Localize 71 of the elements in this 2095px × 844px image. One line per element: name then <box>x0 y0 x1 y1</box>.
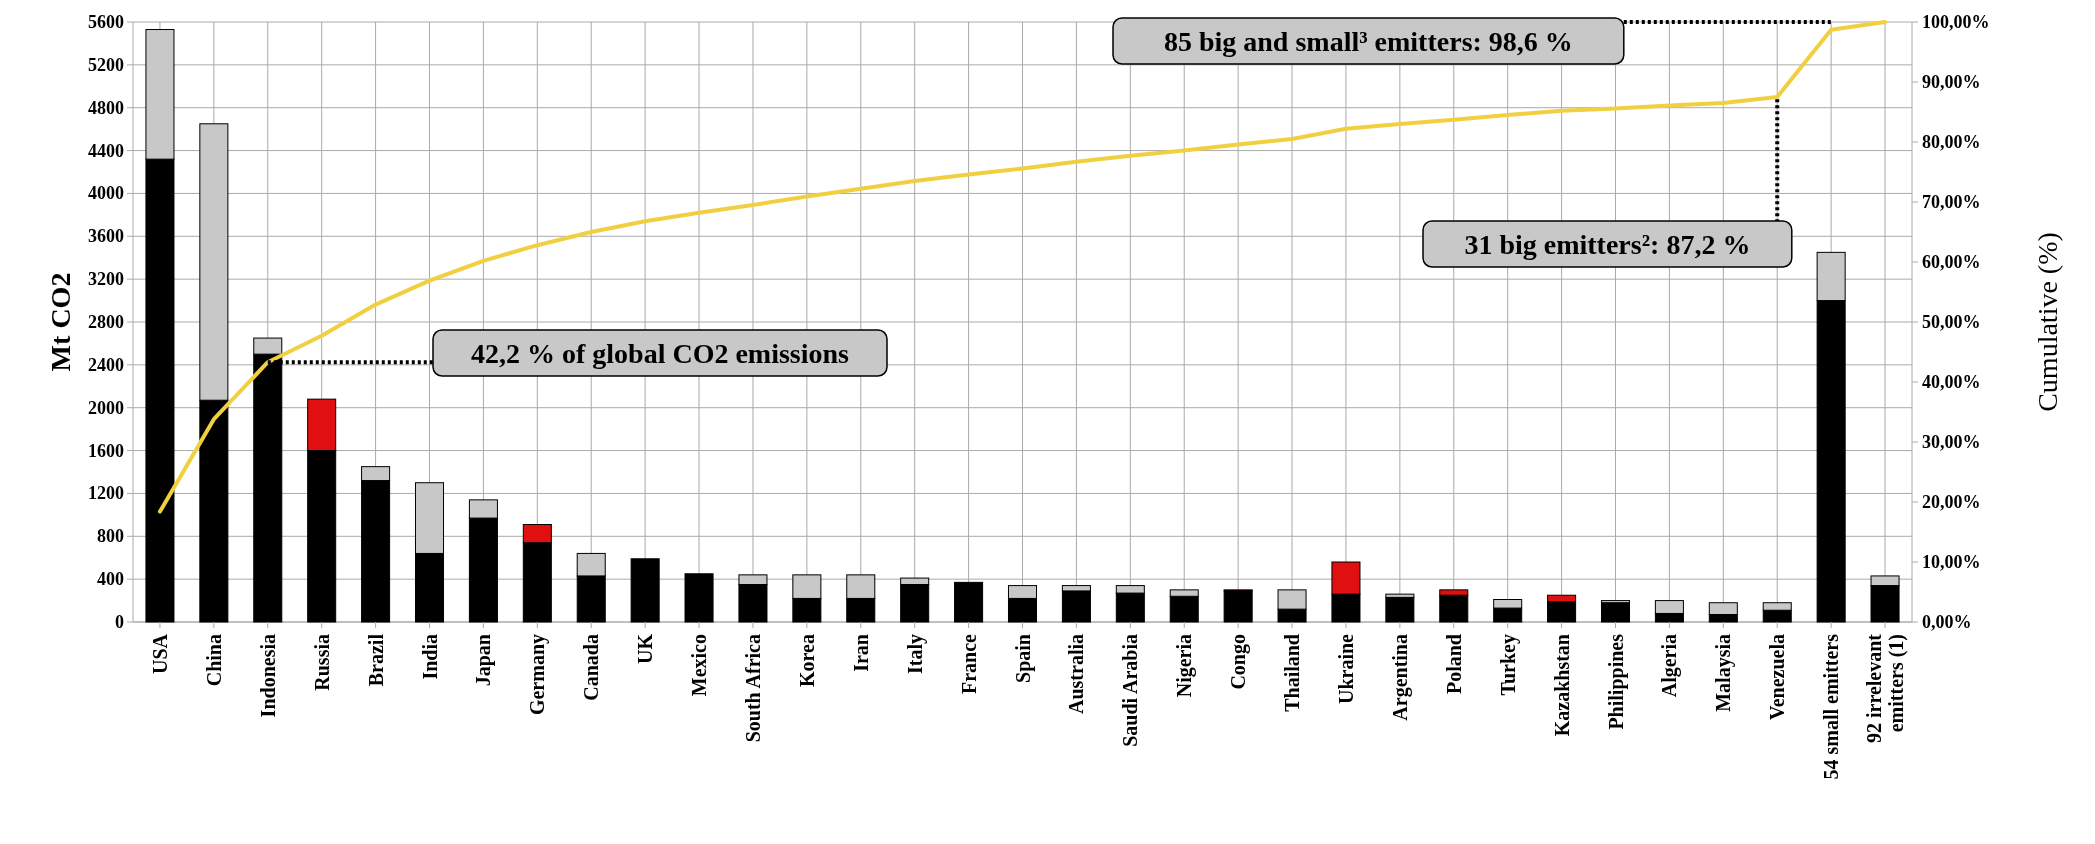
x-tick-label: Korea <box>795 634 818 687</box>
x-tick-label: Ukraine <box>1334 633 1357 704</box>
x-tick-label: Kazakhstan <box>1550 634 1573 737</box>
y-tick-label: 1600 <box>88 440 124 461</box>
y-tick-label: 4800 <box>88 97 124 118</box>
y2-tick-label: 20,00% <box>1922 492 1981 512</box>
y-tick-label: 2000 <box>88 397 124 418</box>
x-tick-label: Argentina <box>1388 634 1412 721</box>
y2-tick-label: 10,00% <box>1922 552 1981 572</box>
x-tick-label: UK <box>634 633 657 664</box>
y-tick-label: 2800 <box>88 312 124 332</box>
x-tick-label: Japan <box>472 634 496 687</box>
bar <box>1600 602 1631 623</box>
annotation: 42,2 % of global CO2 emissions <box>470 338 850 369</box>
bar <box>684 573 714 623</box>
x-tick-label: Nigeria <box>1173 634 1197 698</box>
y2-tick-label: 70,00% <box>1922 192 1981 212</box>
y2-tick-label: 60,00% <box>1922 252 1981 272</box>
x-tick-label: Indonesia <box>256 634 279 718</box>
x-tick-label: Brazil <box>364 633 387 687</box>
y-tick-label: 3600 <box>88 226 124 247</box>
x-tick-label: Algeria <box>1658 634 1682 698</box>
annotation: 31 big emitters²: 87,2 % <box>1464 229 1751 260</box>
x-tick-label: Italy <box>903 634 927 674</box>
y2-tick-label: 0,00% <box>1922 612 1972 632</box>
x-tick-label: China <box>202 634 225 687</box>
bar <box>630 558 660 623</box>
y2-tick-label: 80,00% <box>1922 132 1981 152</box>
x-tick-label: USA <box>148 633 171 675</box>
x-tick-label: Thailand <box>1281 634 1304 712</box>
line-series <box>157 20 1888 514</box>
y-tick-label: 4000 <box>88 183 124 204</box>
x-tick-label: Mexico <box>688 634 711 697</box>
y2-tick-label: 90,00% <box>1922 72 1981 92</box>
x-tick-label: Germany <box>526 634 550 716</box>
y-tick-label: 400 <box>97 569 124 590</box>
y-tick-label: 2400 <box>88 354 124 375</box>
y-axis-title: Mt CO2 <box>45 272 76 372</box>
y2-tick-label: 40,00% <box>1922 372 1981 392</box>
x-tick-label: Poland <box>1442 634 1465 695</box>
y-tick-label: 1200 <box>88 483 124 504</box>
x-tick-label: France <box>957 633 980 694</box>
y-tick-label: 5600 <box>88 12 124 32</box>
x-tick-label: Malaysia <box>1712 634 1736 712</box>
x-tick-label: 54 small emitters <box>1820 633 1843 780</box>
y2-axis-title: Cumulative (%) <box>2032 232 2063 412</box>
x-tick-label: Venezuela <box>1766 634 1789 720</box>
bar <box>954 581 984 623</box>
x-tick-label: Congo <box>1227 634 1251 690</box>
y2-tick-label: 100,00% <box>1922 12 1990 32</box>
x-tick-label: South Africa <box>741 634 764 743</box>
y2-tick-label: 50,00% <box>1922 312 1981 332</box>
x-tick-label: Turkey <box>1496 634 1520 696</box>
y-tick-label: 3200 <box>88 269 124 290</box>
x-tick-label: Russia <box>310 634 333 691</box>
bar <box>1385 596 1415 623</box>
x-tick-label: Iran <box>849 634 872 672</box>
x-tick-label: Spain <box>1011 634 1035 683</box>
x-tick-label: Australia <box>1065 634 1088 714</box>
y-tick-label: 5200 <box>88 54 124 75</box>
y-tick-label: 800 <box>97 526 124 547</box>
x-tick-label: 92 irrelevant emitters (1) <box>1863 633 1909 744</box>
x-tick-label: India <box>418 634 441 680</box>
x-tick-label: Philippines <box>1604 633 1628 730</box>
bar <box>1223 590 1253 623</box>
x-tick-label: Canada <box>580 634 603 701</box>
y-tick-label: 4400 <box>88 140 124 161</box>
annotation: 85 big and small³ emitters: 98,6 % <box>1163 26 1573 57</box>
x-tick-label: Saudi Arabia <box>1119 634 1142 747</box>
y-tick-label: 0 <box>115 612 124 632</box>
y2-tick-label: 30,00% <box>1922 432 1981 452</box>
